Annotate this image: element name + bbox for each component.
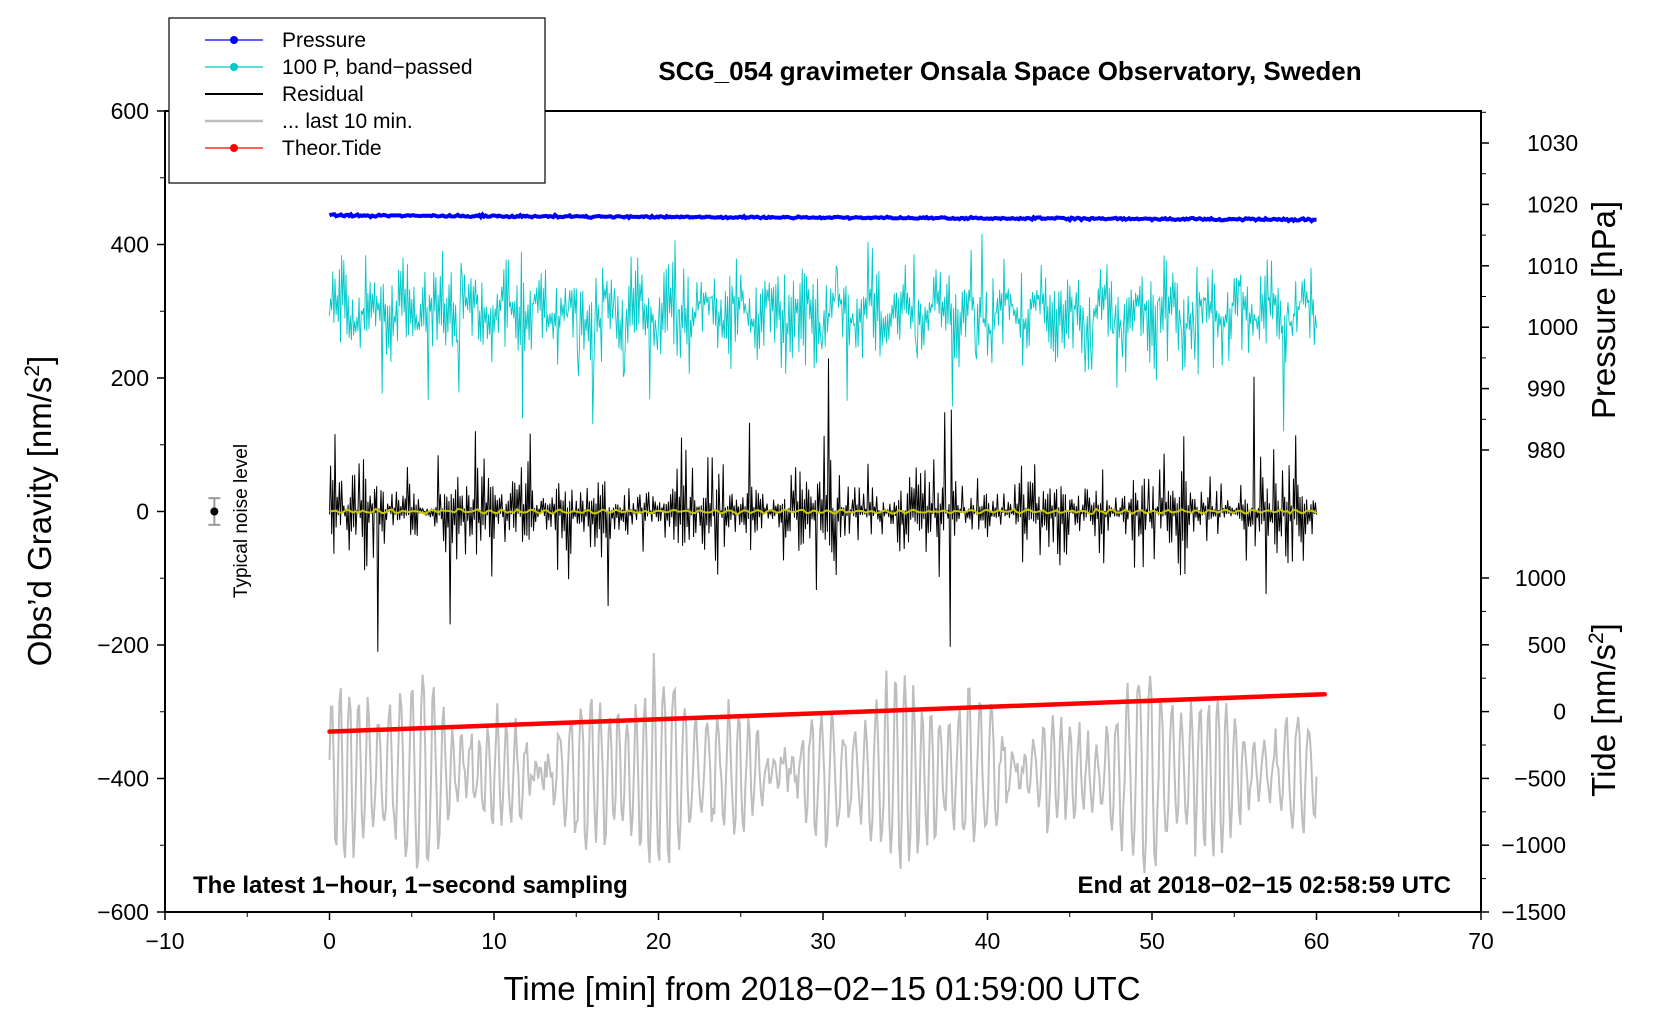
legend-items: Pressure 100 P, band−passed Residual ... la… [205, 29, 473, 160]
y-axis-label-tide-sup: 2 [1585, 632, 1608, 644]
x-tick-label: 50 [1139, 928, 1165, 954]
x-tick-label: 0 [323, 928, 336, 954]
legend-label: Theor.Tide [282, 137, 382, 160]
y-tick-label: 200 [111, 365, 149, 391]
x-tick-label: 70 [1468, 928, 1494, 954]
y-axis-label-left: Obs’d Gravity [nm/s2] [21, 356, 58, 667]
pressure-tick-label: 1030 [1527, 130, 1578, 156]
noise-level-indicator [208, 497, 221, 526]
legend-item: ... last 10 min. [205, 110, 413, 133]
y-tick-label: −200 [97, 632, 149, 658]
legend-item: 100 P, band−passed [205, 56, 473, 79]
tide-tick-label: −1000 [1501, 832, 1566, 858]
y-tick-label: 600 [111, 98, 149, 124]
legend-marker [230, 36, 238, 44]
y-tick-label: −600 [97, 899, 149, 925]
tide-tick-label: −500 [1514, 765, 1566, 791]
pressure-tick-label: 1000 [1527, 314, 1578, 340]
legend-label: Residual [282, 83, 364, 106]
y-axis-label-tide: Tide [nm/s2] [1585, 623, 1622, 797]
series-residual-smoothed [329, 507, 1318, 516]
noise-level-label: Typical noise level [231, 444, 252, 598]
y-axis-label-left-main: Obs’d Gravity [nm/s [21, 377, 58, 667]
legend-marker [230, 144, 238, 152]
y-tick-label: 400 [111, 232, 149, 258]
legend-item: Theor.Tide [205, 137, 382, 160]
series-residual [329, 358, 1317, 652]
tide-tick-label: 500 [1528, 632, 1566, 658]
y-tick-label: 0 [136, 499, 149, 525]
legend-label: ... last 10 min. [282, 110, 413, 133]
tide-tick-label: 1000 [1515, 565, 1566, 591]
axes-layer: −10 0 10 20 30 40 50 60 706004002000−200−400−600… [97, 98, 1578, 954]
x-tick-label: 20 [646, 928, 672, 954]
noise-center-dot [210, 507, 219, 516]
tide-tick-label: 0 [1553, 699, 1566, 725]
legend-box [168, 17, 546, 184]
series-layer [327, 211, 1327, 874]
series-pressure-bandpassed [329, 233, 1317, 432]
x-axis-label: Time [min] from 2018−02−15 01:59:00 UTC [503, 970, 1140, 1007]
x-tick-label: 30 [810, 928, 836, 954]
chart-title: SCG_054 gravimeter Onsala Space Observat… [658, 56, 1361, 86]
y-axis-label-tide-main: Tide [nm/s [1585, 644, 1622, 797]
y-axis-label-tide-end: ] [1585, 623, 1622, 632]
series-pressure [328, 211, 1317, 224]
y-axis-label-left-end: ] [21, 356, 58, 365]
legend-item: Residual [205, 83, 364, 106]
legend-label: Pressure [282, 29, 366, 52]
legend: Pressure 100 P, band−passed Residual ... la… [168, 17, 546, 184]
y-tick-label: −400 [97, 766, 149, 792]
pressure-tick-label: 990 [1527, 376, 1565, 402]
legend-marker [230, 63, 238, 71]
y-axis-label-left-sup: 2 [21, 365, 44, 377]
series-theor-tide [327, 691, 1327, 734]
pressure-tick-label: 1010 [1527, 253, 1578, 279]
legend-item: Pressure [205, 29, 366, 52]
legend-label: 100 P, band−passed [282, 56, 473, 79]
x-tick-label: −10 [145, 928, 184, 954]
annotation-left: The latest 1−hour, 1−second sampling [193, 872, 628, 899]
series-last-10-min [328, 652, 1318, 874]
annotation-right: End at 2018−02−15 02:58:59 UTC [1077, 872, 1451, 899]
pressure-tick-label: 1020 [1527, 191, 1578, 217]
pressure-tick-label: 980 [1527, 437, 1565, 463]
tide-tick-label: −1500 [1501, 899, 1566, 925]
x-tick-label: 60 [1304, 928, 1330, 954]
x-tick-label: 40 [975, 928, 1001, 954]
x-tick-label: 10 [481, 928, 507, 954]
y-axis-label-pressure: Pressure [hPa] [1585, 201, 1622, 419]
